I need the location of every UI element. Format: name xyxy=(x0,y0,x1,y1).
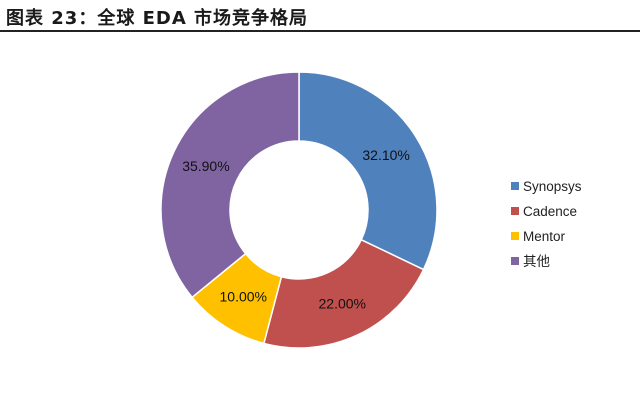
title-divider xyxy=(0,30,640,32)
legend-swatch-mentor xyxy=(511,232,519,240)
data-label-synopsys: 32.10% xyxy=(362,147,409,163)
legend-swatch-series-4 xyxy=(511,257,519,265)
legend-label-synopsys: Synopsys xyxy=(523,179,582,194)
legend-label-series-4: 其他 xyxy=(523,254,550,269)
slice-cadence xyxy=(262,238,425,349)
data-label-mentor: 10.00% xyxy=(220,289,267,305)
slice-labels: 32.10% 22.00% 10.00% 35.90% xyxy=(182,147,410,311)
slice-series-4 xyxy=(160,71,300,299)
data-label-cadence: 22.00% xyxy=(319,295,366,311)
legend-swatch-cadence xyxy=(511,207,519,215)
slice-synopsys xyxy=(298,71,438,271)
legend-swatch-synopsys xyxy=(511,182,519,190)
data-label-series-4: 35.90% xyxy=(182,158,229,174)
legend-label-mentor: Mentor xyxy=(523,229,566,244)
chart-legend: Synopsys Cadence Mentor 其他 xyxy=(511,179,582,269)
legend-label-cadence: Cadence xyxy=(523,204,577,219)
figure-title: 图表 23：全球 EDA 市场竞争格局 xyxy=(6,8,309,29)
donut-slices xyxy=(160,71,438,349)
